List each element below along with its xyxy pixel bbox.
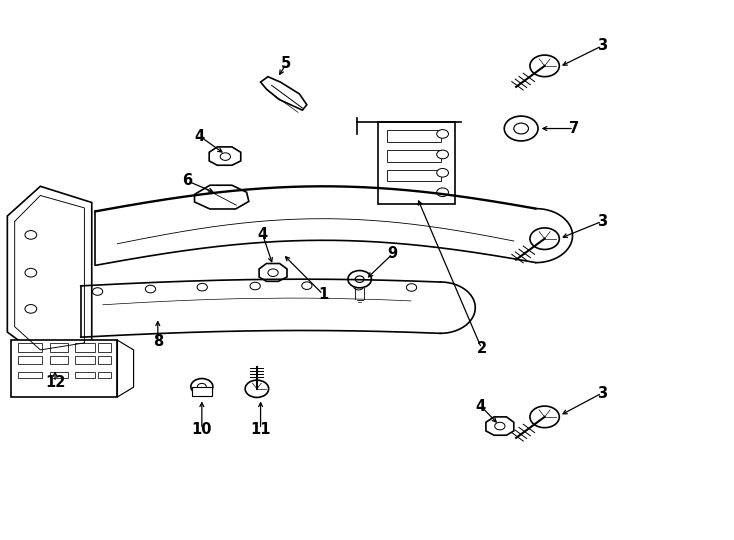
Text: 4: 4 <box>476 399 486 414</box>
Bar <box>11 340 117 397</box>
Circle shape <box>348 271 371 288</box>
Polygon shape <box>261 77 307 110</box>
Circle shape <box>495 422 505 430</box>
Circle shape <box>407 284 417 291</box>
Polygon shape <box>195 185 249 209</box>
Circle shape <box>220 153 230 160</box>
Circle shape <box>530 228 559 249</box>
Text: 4: 4 <box>258 227 268 242</box>
Text: 3: 3 <box>597 214 607 229</box>
Circle shape <box>268 269 278 276</box>
Circle shape <box>354 282 364 290</box>
Bar <box>50 356 68 364</box>
Circle shape <box>197 383 206 390</box>
Bar <box>75 356 95 364</box>
Bar <box>18 343 42 352</box>
Circle shape <box>25 231 37 239</box>
Polygon shape <box>486 417 514 435</box>
Bar <box>387 150 441 162</box>
Text: 5: 5 <box>281 56 291 71</box>
Bar <box>378 122 455 204</box>
Text: 9: 9 <box>388 246 398 261</box>
Circle shape <box>25 305 37 313</box>
Bar <box>387 170 441 181</box>
Text: 4: 4 <box>195 129 205 144</box>
Bar <box>75 372 95 378</box>
Polygon shape <box>259 264 287 281</box>
Bar <box>18 372 42 378</box>
Bar <box>98 356 111 364</box>
Circle shape <box>191 379 213 395</box>
Circle shape <box>437 150 448 159</box>
Circle shape <box>250 282 261 290</box>
Bar <box>387 130 441 142</box>
Circle shape <box>437 168 448 177</box>
Circle shape <box>25 268 37 277</box>
Text: 6: 6 <box>182 173 192 188</box>
Circle shape <box>245 380 269 397</box>
Bar <box>98 372 111 378</box>
Text: 10: 10 <box>192 422 212 437</box>
Polygon shape <box>209 147 241 165</box>
Circle shape <box>504 116 538 141</box>
Circle shape <box>92 288 103 295</box>
Circle shape <box>530 406 559 428</box>
Text: 2: 2 <box>476 341 487 356</box>
Text: 12: 12 <box>45 375 65 390</box>
Circle shape <box>302 282 312 289</box>
Text: 3: 3 <box>597 38 607 53</box>
Bar <box>75 343 95 352</box>
Bar <box>192 387 212 396</box>
Circle shape <box>355 276 364 282</box>
Polygon shape <box>7 186 92 356</box>
Text: 7: 7 <box>569 121 579 136</box>
Circle shape <box>437 188 448 197</box>
Circle shape <box>514 123 528 134</box>
Text: 8: 8 <box>153 334 163 349</box>
Bar <box>50 372 68 378</box>
Circle shape <box>145 285 156 293</box>
Bar <box>18 356 42 364</box>
Text: 11: 11 <box>250 422 271 437</box>
Text: 3: 3 <box>597 386 607 401</box>
Text: 1: 1 <box>318 287 328 302</box>
Bar <box>50 343 68 352</box>
Circle shape <box>530 55 559 77</box>
Circle shape <box>197 284 208 291</box>
Bar <box>98 343 111 352</box>
Circle shape <box>437 130 448 138</box>
